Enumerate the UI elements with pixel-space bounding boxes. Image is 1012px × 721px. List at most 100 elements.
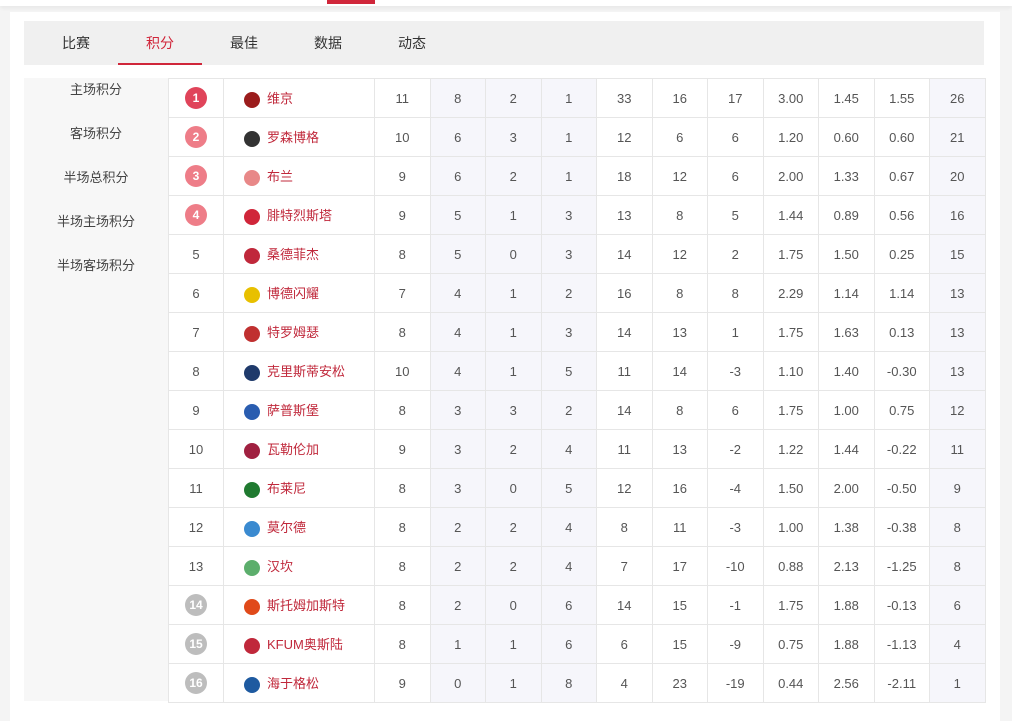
team-cell[interactable]: 桑德菲杰: [223, 234, 375, 274]
stat-cell: 7: [374, 273, 431, 313]
team-cell[interactable]: KFUM奥斯陆: [223, 624, 375, 664]
team-cell[interactable]: 布兰: [223, 156, 375, 196]
team-name[interactable]: 罗森博格: [267, 130, 320, 146]
team-name[interactable]: 瓦勒伦加: [267, 442, 320, 458]
team-logo-icon: [244, 598, 260, 615]
team-cell[interactable]: 汉坎: [223, 546, 375, 586]
table-row: 1 维京 11 8 2 1 33 16 17 3.00 1.45 1.55 26: [168, 78, 986, 118]
stat-cell: -3: [707, 507, 764, 547]
stat-cell: 2: [429, 507, 486, 547]
stat-cell: 1: [540, 78, 597, 118]
team-name[interactable]: 布莱尼: [267, 481, 307, 497]
rank-cell: 5: [168, 234, 224, 274]
team-name[interactable]: 莫尔德: [267, 520, 307, 536]
stat-cell: 9: [374, 663, 431, 703]
stat-cell: 2: [485, 507, 542, 547]
stat-cell: 1: [429, 624, 486, 664]
stat-cell: 6: [540, 585, 597, 625]
tab-0[interactable]: 比赛: [62, 35, 90, 51]
team-name[interactable]: 克里斯蒂安松: [267, 364, 346, 380]
rank-cell: 10: [168, 429, 224, 469]
team-name[interactable]: 斯托姆加斯特: [267, 598, 346, 614]
team-cell[interactable]: 瓦勒伦加: [223, 429, 375, 469]
team-cell[interactable]: 特罗姆瑟: [223, 312, 375, 352]
stat-cell: 1.88: [818, 585, 875, 625]
stat-cell: 13: [596, 195, 653, 235]
stat-cell: 0: [429, 663, 486, 703]
stat-cell: 3: [485, 117, 542, 157]
stat-cell: 12: [929, 390, 986, 430]
stat-cell: 9: [374, 195, 431, 235]
stat-cell: -0.30: [873, 351, 930, 391]
rank-badge: 16: [185, 672, 207, 694]
tab-2[interactable]: 最佳: [230, 35, 258, 51]
stat-cell: 6: [429, 117, 486, 157]
tab-1[interactable]: 积分: [118, 21, 202, 65]
team-cell[interactable]: 克里斯蒂安松: [223, 351, 375, 391]
stat-cell: -3: [707, 351, 764, 391]
team-name[interactable]: 桑德菲杰: [267, 247, 320, 263]
stat-cell: 14: [596, 585, 653, 625]
stat-cell: 1: [707, 312, 764, 352]
stat-cell: 2.00: [818, 468, 875, 508]
stat-cell: 6: [596, 624, 653, 664]
stat-cell: 1.55: [873, 78, 930, 118]
side-menu-item[interactable]: 主场积分: [69, 82, 122, 97]
side-menu-item[interactable]: 半场客场积分: [56, 258, 135, 273]
stat-cell: 1.14: [818, 273, 875, 313]
team-name[interactable]: 海于格松: [267, 676, 320, 692]
rank-cell: 4: [168, 195, 224, 235]
stat-cell: 11: [929, 429, 986, 469]
stat-cell: 8: [374, 312, 431, 352]
team-name[interactable]: 汉坎: [267, 559, 294, 575]
stat-cell: 0.67: [873, 156, 930, 196]
stat-cell: 1: [485, 624, 542, 664]
stat-cell: 3: [540, 234, 597, 274]
stat-cell: 2: [485, 78, 542, 118]
stat-cell: 1: [485, 312, 542, 352]
stat-cell: 4: [540, 429, 597, 469]
team-name[interactable]: 萨普斯堡: [267, 403, 320, 419]
stat-cell: 0: [485, 234, 542, 274]
team-logo-icon: [244, 520, 260, 537]
stat-cell: 8: [707, 273, 764, 313]
team-cell[interactable]: 莫尔德: [223, 507, 375, 547]
stat-cell: 1.00: [762, 507, 819, 547]
table-row: 8 克里斯蒂安松 10 4 1 5 11 14 -3 1.10 1.40 -0.30 13: [168, 351, 986, 391]
side-menu-item[interactable]: 半场总积分: [63, 170, 129, 185]
team-name[interactable]: KFUM奥斯陆: [267, 637, 343, 653]
team-cell[interactable]: 斯托姆加斯特: [223, 585, 375, 625]
team-name[interactable]: 腓特烈斯塔: [267, 208, 333, 224]
tab-3[interactable]: 数据: [314, 35, 342, 51]
side-menu-item[interactable]: 半场主场积分: [56, 214, 135, 229]
active-indicator: [327, 0, 375, 4]
team-cell[interactable]: 罗森博格: [223, 117, 375, 157]
team-cell[interactable]: 萨普斯堡: [223, 390, 375, 430]
stat-cell: 2: [540, 273, 597, 313]
tab-4[interactable]: 动态: [398, 35, 426, 51]
stat-cell: 0.13: [873, 312, 930, 352]
team-cell[interactable]: 博德闪耀: [223, 273, 375, 313]
team-logo-icon: [244, 364, 260, 381]
team-name[interactable]: 特罗姆瑟: [267, 325, 320, 341]
table-row: 11 布莱尼 8 3 0 5 12 16 -4 1.50 2.00 -0.50 9: [168, 468, 986, 508]
stat-cell: 4: [929, 624, 986, 664]
stat-cell: 3: [429, 390, 486, 430]
team-name[interactable]: 博德闪耀: [267, 286, 320, 302]
team-logo-icon: [244, 325, 260, 342]
stat-cell: 9: [374, 429, 431, 469]
team-cell[interactable]: 维京: [223, 78, 375, 118]
team-name[interactable]: 维京: [267, 91, 294, 107]
team-cell[interactable]: 海于格松: [223, 663, 375, 703]
team-cell[interactable]: 布莱尼: [223, 468, 375, 508]
stat-cell: -10: [707, 546, 764, 586]
stat-cell: 8: [651, 273, 708, 313]
stat-cell: 1: [929, 663, 986, 703]
side-menu-item[interactable]: 客场积分: [69, 126, 122, 141]
stat-cell: 10: [374, 351, 431, 391]
team-name[interactable]: 布兰: [267, 169, 294, 185]
stat-cell: 2: [429, 546, 486, 586]
team-cell[interactable]: 腓特烈斯塔: [223, 195, 375, 235]
side-menu: 主场积分客场积分半场总积分半场主场积分 半场客场积分: [24, 78, 168, 701]
stat-cell: 2: [485, 546, 542, 586]
